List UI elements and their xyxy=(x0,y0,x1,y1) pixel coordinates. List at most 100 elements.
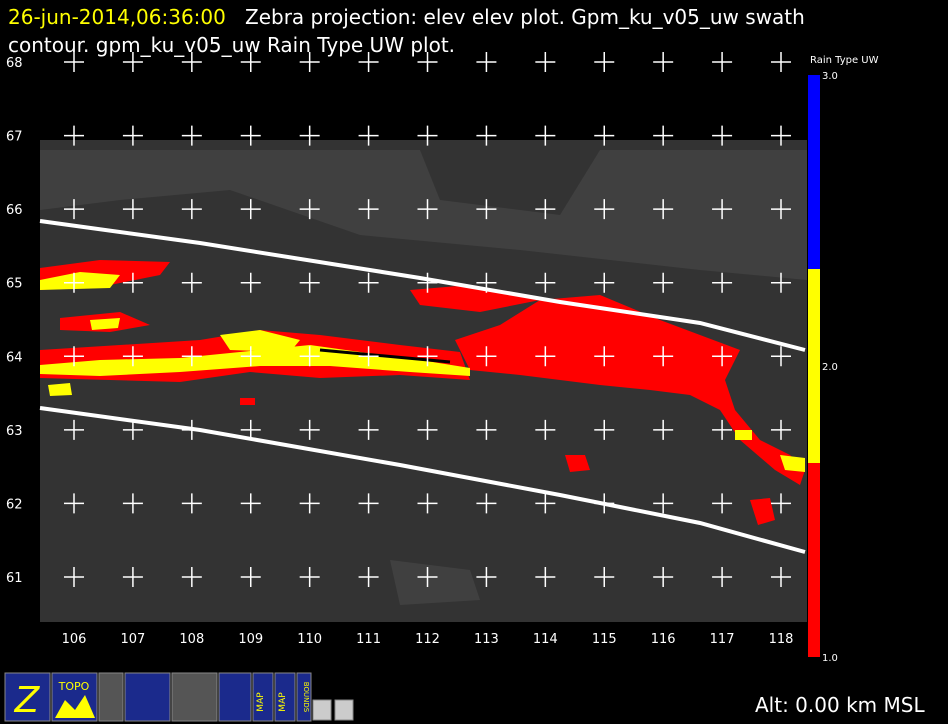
y-tick-label: 61 xyxy=(6,571,23,586)
colorbar-segment xyxy=(808,463,820,657)
colorbar: 1.0 2.0 3.0 xyxy=(808,71,838,664)
x-tick-label: 114 xyxy=(533,632,558,647)
grid-cross xyxy=(417,346,438,367)
grid-cross xyxy=(476,125,497,146)
x-tick-label: 109 xyxy=(238,632,263,647)
grid-cross xyxy=(358,199,379,220)
grid-cross xyxy=(535,493,556,514)
grid-cross xyxy=(299,567,320,587)
y-tick-label: 63 xyxy=(6,424,23,439)
grid-cross xyxy=(240,125,261,146)
y-tick-label: 62 xyxy=(6,497,23,512)
grid-cross xyxy=(417,567,438,587)
icon-label: MAP xyxy=(256,692,266,712)
grid-cross xyxy=(771,419,791,440)
grid-cross xyxy=(122,52,143,72)
grid-cross xyxy=(299,346,320,367)
grid-cross xyxy=(712,125,733,146)
grid-cross xyxy=(181,272,202,293)
grid-cross xyxy=(535,567,556,587)
grid-cross xyxy=(358,567,379,587)
icon[interactable] xyxy=(312,699,332,721)
grid-cross xyxy=(417,272,438,293)
grid-cross xyxy=(299,419,320,440)
grid-cross xyxy=(299,272,320,293)
grid-cross xyxy=(594,272,615,293)
icon[interactable] xyxy=(124,672,171,722)
grid-cross xyxy=(299,125,320,146)
swath-edge xyxy=(39,406,806,554)
grid-cross xyxy=(64,567,84,587)
x-tick-label: 117 xyxy=(710,632,735,647)
grid-cross xyxy=(122,199,143,220)
grid-cross xyxy=(240,52,261,72)
icon[interactable] xyxy=(98,672,124,722)
grid-cross xyxy=(771,125,791,146)
grid-cross xyxy=(181,419,202,440)
grid-cross xyxy=(64,346,84,367)
grid-cross xyxy=(358,346,379,367)
grid-cross xyxy=(64,419,84,440)
icon[interactable] xyxy=(171,672,218,722)
colorbar-segment xyxy=(808,269,820,463)
grid-cross xyxy=(712,493,733,514)
grid-cross xyxy=(358,419,379,440)
grid-cross xyxy=(240,419,261,440)
grid-cross xyxy=(535,125,556,146)
grid-cross xyxy=(594,125,615,146)
grid-cross xyxy=(535,419,556,440)
terrain-patch xyxy=(390,560,480,605)
toolbar: Z TOPO MAP MAP BOUNDS xyxy=(4,672,354,722)
grid-cross xyxy=(594,52,615,72)
grid-cross xyxy=(535,199,556,220)
colorbar-segment xyxy=(808,75,820,269)
grid-cross xyxy=(64,493,84,514)
grid-cross xyxy=(476,493,497,514)
grid-cross xyxy=(712,419,733,440)
plot-area xyxy=(39,140,807,622)
icon[interactable] xyxy=(296,672,312,722)
timestamp: 26-jun-2014,06:36:00 xyxy=(8,5,226,29)
grid-cross xyxy=(653,493,674,514)
grid-cross xyxy=(594,419,615,440)
colorbar-label: 3.0 xyxy=(822,71,838,82)
x-tick-label: 108 xyxy=(179,632,204,647)
icon-label: MAP xyxy=(278,692,288,712)
icon[interactable] xyxy=(334,699,354,721)
icon[interactable] xyxy=(218,672,252,722)
grid-cross xyxy=(712,199,733,220)
grid-cross xyxy=(181,125,202,146)
grid-cross xyxy=(240,199,261,220)
grid-cross xyxy=(771,199,791,220)
grid-cross xyxy=(240,272,261,293)
grid-cross xyxy=(181,346,202,367)
grid-cross xyxy=(653,567,674,587)
icon[interactable] xyxy=(252,672,274,722)
grid-cross xyxy=(299,199,320,220)
colorbar-title: Rain Type UW xyxy=(810,55,879,66)
grid-cross xyxy=(240,493,261,514)
grid-cross xyxy=(64,272,84,293)
grid-cross xyxy=(653,52,674,72)
grid-cross xyxy=(64,199,84,220)
grid-cross xyxy=(299,493,320,514)
grid-cross xyxy=(653,272,674,293)
grid-cross xyxy=(712,567,733,587)
grid xyxy=(64,52,791,587)
grid-cross xyxy=(240,567,261,587)
grid-cross xyxy=(653,125,674,146)
grid-cross xyxy=(358,52,379,72)
grid-cross xyxy=(358,125,379,146)
grid-cross xyxy=(712,346,733,367)
icon[interactable] xyxy=(4,672,51,722)
grid-cross xyxy=(535,52,556,72)
altitude: Alt: 0.00 km MSL xyxy=(755,693,925,717)
grid-cross xyxy=(476,419,497,440)
icon[interactable] xyxy=(274,672,296,722)
grid-cross xyxy=(122,419,143,440)
grid-cross xyxy=(122,346,143,367)
grid-cross xyxy=(181,52,202,72)
grid-cross xyxy=(653,419,674,440)
grid-cross xyxy=(122,272,143,293)
grid-cross xyxy=(417,493,438,514)
